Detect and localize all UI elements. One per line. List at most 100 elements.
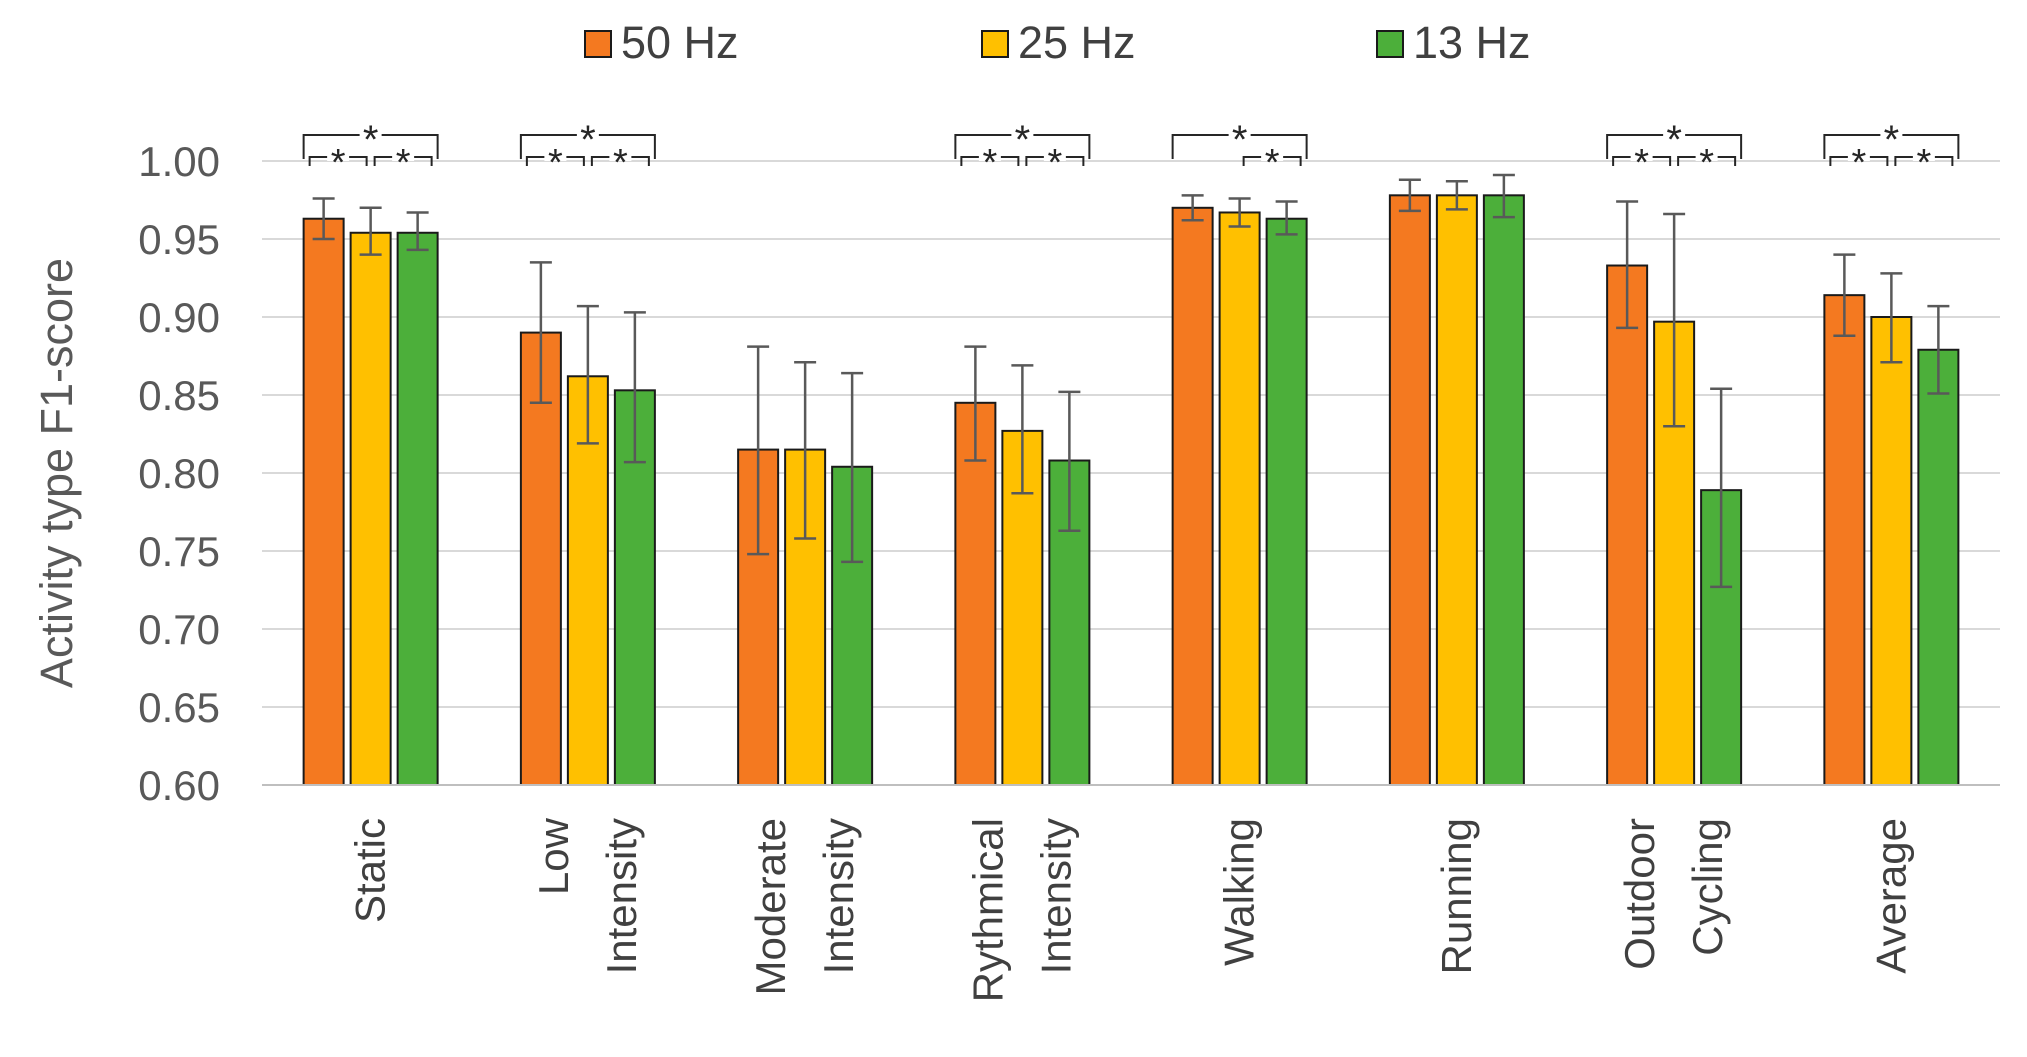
significance-star: * — [1884, 118, 1900, 162]
category-label-line: Average — [1867, 818, 1914, 974]
star-gap — [1880, 131, 1903, 139]
bar — [1606, 264, 1649, 786]
error-bar — [576, 304, 599, 445]
star-gap — [576, 131, 599, 139]
error-bar — [312, 197, 335, 241]
bar — [302, 217, 345, 787]
error-bar — [1833, 253, 1856, 337]
legend-item: 13 Hz — [1376, 17, 1531, 68]
category-label-line: Low — [530, 817, 577, 895]
bar — [1218, 211, 1261, 787]
error-bar — [1058, 390, 1081, 532]
significance-bracket-group: * * * — [954, 118, 1091, 184]
error-bar — [964, 345, 987, 462]
category-label-line: Intensity — [598, 818, 645, 974]
legend-swatch — [981, 30, 1009, 58]
category-label: Static — [347, 818, 394, 923]
axes: 0.60 0.65 0.70 0.75 0.80 0.85 0.90 0.95 1.00 Stat… — [31, 138, 2000, 1002]
error-bar — [841, 371, 864, 564]
legend: 50 Hz 25 Hz 13 Hz — [584, 17, 1531, 68]
y-tick-label: 0.65 — [138, 684, 220, 731]
error-bar — [1616, 200, 1639, 330]
bar — [519, 331, 562, 786]
significance-bracket-group: ** — [1171, 118, 1308, 184]
category-label-line: Walking — [1216, 818, 1263, 966]
significance-star: * — [1916, 142, 1931, 184]
error-bar — [1927, 304, 1950, 395]
star-gap — [1630, 153, 1653, 161]
category-label-line: Cycling — [1684, 818, 1731, 956]
error-bar — [1880, 272, 1903, 364]
error-bars — [312, 173, 1950, 589]
error-bar — [406, 211, 429, 252]
category-label: Moderate Intensity — [747, 818, 862, 995]
category-label: Walking — [1216, 818, 1263, 966]
error-bar — [1228, 197, 1251, 228]
error-bar — [1710, 387, 1733, 589]
significance-brackets: ** *** *** ***** *** * — [302, 118, 1960, 184]
significance-star: * — [580, 118, 596, 162]
significance-star: * — [613, 142, 628, 184]
error-bar — [359, 206, 382, 256]
bar — [349, 231, 392, 786]
star-gap — [609, 153, 632, 161]
error-bar — [1181, 194, 1204, 222]
error-bar — [1663, 212, 1686, 428]
bar — [1171, 206, 1214, 787]
category-label-line: Static — [347, 818, 394, 923]
category-label-line: Intensity — [1032, 818, 1079, 974]
bars — [302, 194, 1960, 787]
significance-star: * — [1015, 118, 1031, 162]
category-label-line: Outdoor — [1616, 818, 1663, 970]
legend-label: 13 Hz — [1413, 17, 1531, 68]
category-label-line: Intensity — [815, 818, 862, 974]
bar — [1870, 316, 1913, 786]
bar — [1917, 348, 1960, 786]
significance-star: * — [548, 142, 563, 184]
y-tick-label: 0.60 — [138, 762, 220, 809]
star-gap — [1912, 153, 1935, 161]
bar — [1265, 217, 1308, 787]
bar — [954, 401, 997, 786]
category-label: Average — [1867, 818, 1914, 974]
significance-star: * — [331, 142, 346, 184]
significance-bracket-group: * * * — [1823, 118, 1960, 184]
significance-star: * — [396, 142, 411, 184]
star-gap — [978, 153, 1001, 161]
error-bar — [1445, 180, 1468, 211]
significance-star: * — [982, 142, 997, 184]
bar — [1388, 194, 1431, 786]
star-gap — [544, 153, 567, 161]
error-bar — [1492, 173, 1515, 219]
category-label: Rythmical Intensity — [964, 818, 1079, 1002]
category-label: Running — [1433, 818, 1480, 974]
legend-swatch — [1376, 30, 1404, 58]
legend-swatch — [584, 30, 612, 58]
category-label: Low Intensity — [530, 817, 645, 974]
error-bar — [794, 360, 817, 540]
legend-item: 25 Hz — [981, 17, 1136, 68]
star-gap — [359, 131, 382, 139]
significance-bracket-group: * * * — [519, 118, 656, 184]
y-tick-label: 0.95 — [138, 216, 220, 263]
significance-bracket-group: * * * — [1606, 118, 1743, 184]
y-tick-label: 0.80 — [138, 450, 220, 497]
error-bar — [529, 261, 552, 405]
star-gap — [1228, 131, 1251, 139]
star-gap — [1847, 153, 1870, 161]
error-bar — [1275, 200, 1298, 236]
significance-star: * — [1232, 118, 1248, 162]
star-gap — [1011, 131, 1034, 139]
star-gap — [1043, 153, 1066, 161]
legend-label: 50 Hz — [621, 17, 739, 68]
significance-star: * — [1265, 142, 1280, 184]
y-tick-label: 1.00 — [138, 138, 220, 185]
star-gap — [1695, 153, 1718, 161]
significance-star: * — [1699, 142, 1714, 184]
category-label: Outdoor Cycling — [1616, 818, 1731, 970]
error-bar — [1011, 364, 1034, 495]
bar — [1823, 294, 1866, 786]
error-bar — [623, 311, 646, 464]
